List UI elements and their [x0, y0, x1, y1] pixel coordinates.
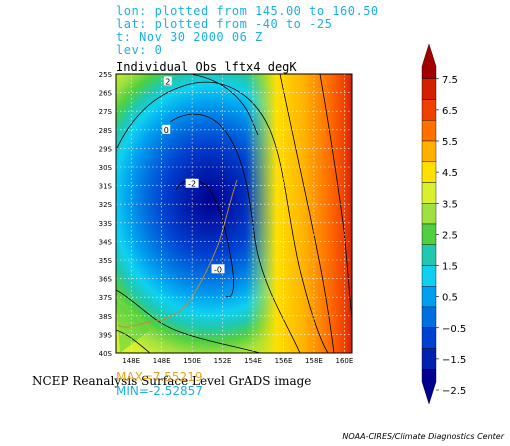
y-tick-label: 40S	[99, 350, 113, 358]
colorbar-tick-label: 2.5	[442, 230, 458, 241]
colorbar-tick-label: −0.5	[442, 324, 466, 335]
contour-labels: 2 0 -2 -0	[162, 76, 225, 274]
colorbar-tick-label: 1.5	[442, 262, 458, 273]
x-axis: 148E 148E 150E 152E 154E 156E 158E 160E	[122, 357, 353, 365]
contour-label: -0	[214, 265, 222, 274]
contour-label: 2	[165, 77, 170, 86]
colorbar-segment	[421, 265, 437, 287]
y-tick-label: 36S	[99, 276, 113, 284]
colorbar-segment	[421, 120, 437, 142]
y-tick-label: 25S	[99, 71, 113, 79]
header-lev: lev: 0	[116, 43, 163, 57]
colorbar-segment	[421, 182, 437, 204]
contour-label-box	[162, 124, 171, 134]
coastline	[117, 179, 238, 328]
y-tick-label: 32S	[99, 201, 113, 209]
y-tick-label: 30S	[99, 164, 113, 172]
x-tick-label: 156E	[275, 357, 293, 365]
y-axis: 25S 26S 27S 28S 29S 30S 31S 32S 33S 34S 35S 36S 37S 3…	[99, 71, 113, 358]
colorbar-tick-label: 3.5	[442, 199, 458, 210]
colorbar-segment	[421, 140, 437, 162]
plot-area: 20-2-0 148E 148E 150E 152E 154E 156E 158E 160E …	[99, 71, 354, 365]
colorbar-segment	[421, 369, 437, 405]
colorbar-segment	[421, 203, 437, 225]
colorbar-segment	[421, 223, 437, 245]
colorbar-segment	[421, 348, 437, 370]
colorbar-segment	[421, 327, 437, 349]
colorbar-tick-label: 5.5	[442, 137, 458, 148]
contour-label-box	[163, 76, 172, 86]
x-tick-label: 160E	[335, 357, 353, 365]
contour-label: -2	[188, 180, 196, 189]
colorbar-tick-label: 4.5	[442, 168, 458, 179]
x-tick-label: 154E	[244, 357, 262, 365]
contour-line	[279, 74, 335, 353]
chart-title: Individual Obs lftx4 degK	[116, 60, 297, 74]
colorbar-tick-label: 0.5	[442, 293, 458, 304]
max-label: MAX=7.55219	[116, 370, 203, 384]
x-tick-label: 150E	[183, 357, 201, 365]
colorbar-segment	[421, 286, 437, 308]
header-time: t: Nov 30 2000 06 Z	[116, 30, 263, 44]
y-tick-label: 28S	[99, 127, 113, 135]
colorbar-segment	[421, 161, 437, 183]
x-tick-label: 148E	[122, 357, 140, 365]
footer-reanalysis: NCEP Reanalysis Surface Level GrADS imag…	[32, 374, 312, 388]
x-tick-label: 158E	[305, 357, 323, 365]
y-tick-label: 37S	[99, 294, 113, 302]
y-tick-label: 27S	[99, 108, 113, 116]
colorbar-tick-label: −1.5	[442, 355, 466, 366]
contour-label: 0	[164, 126, 169, 135]
colorbar-tick-label: 6.5	[442, 106, 458, 117]
x-tick-label: 148E	[153, 357, 171, 365]
header-lat: lat: plotted from -40 to -25	[116, 17, 333, 31]
contour-label-box	[211, 264, 225, 274]
colorbar-segment	[421, 306, 437, 328]
contour-line	[169, 113, 301, 353]
colorbar-tick-label: −2.5	[442, 386, 466, 397]
y-tick-label: 26S	[99, 90, 113, 98]
colorbar: 7.5 6.5 5.5 4.5 3.5 2.5 1.5 0.5 −0.5 −1.5 −2.5	[421, 43, 466, 405]
contour-line	[116, 329, 151, 353]
colorbar-tick-label: 7.5	[442, 75, 458, 86]
y-tick-label: 35S	[99, 257, 113, 265]
y-tick-label: 29S	[99, 145, 113, 153]
colorbar-segment	[421, 78, 437, 100]
contour-line	[319, 74, 352, 321]
y-tick-label: 34S	[99, 238, 113, 246]
colorbar-segment	[421, 99, 437, 121]
plot-frame	[115, 73, 353, 354]
y-tick-label: 38S	[99, 313, 113, 321]
header-lon: lon: plotted from 145.00 to 160.50	[116, 4, 379, 18]
y-tick-label: 33S	[99, 220, 113, 228]
y-tick-label: 39S	[99, 331, 113, 339]
field-east	[116, 74, 352, 353]
contour-line	[116, 81, 329, 353]
contour-line	[189, 74, 259, 136]
credit: NOAA-CIRES/Climate Diagnostics Center	[342, 432, 504, 441]
contour-label-box	[185, 178, 199, 188]
x-tick-label: 152E	[214, 357, 232, 365]
grid-lines	[116, 74, 352, 353]
min-label: MIN=-2.52857	[116, 384, 203, 398]
colorbar-segment	[421, 43, 437, 79]
contour-line	[116, 289, 261, 353]
colorbar-segment	[421, 244, 437, 266]
y-tick-label: 31S	[99, 183, 113, 191]
